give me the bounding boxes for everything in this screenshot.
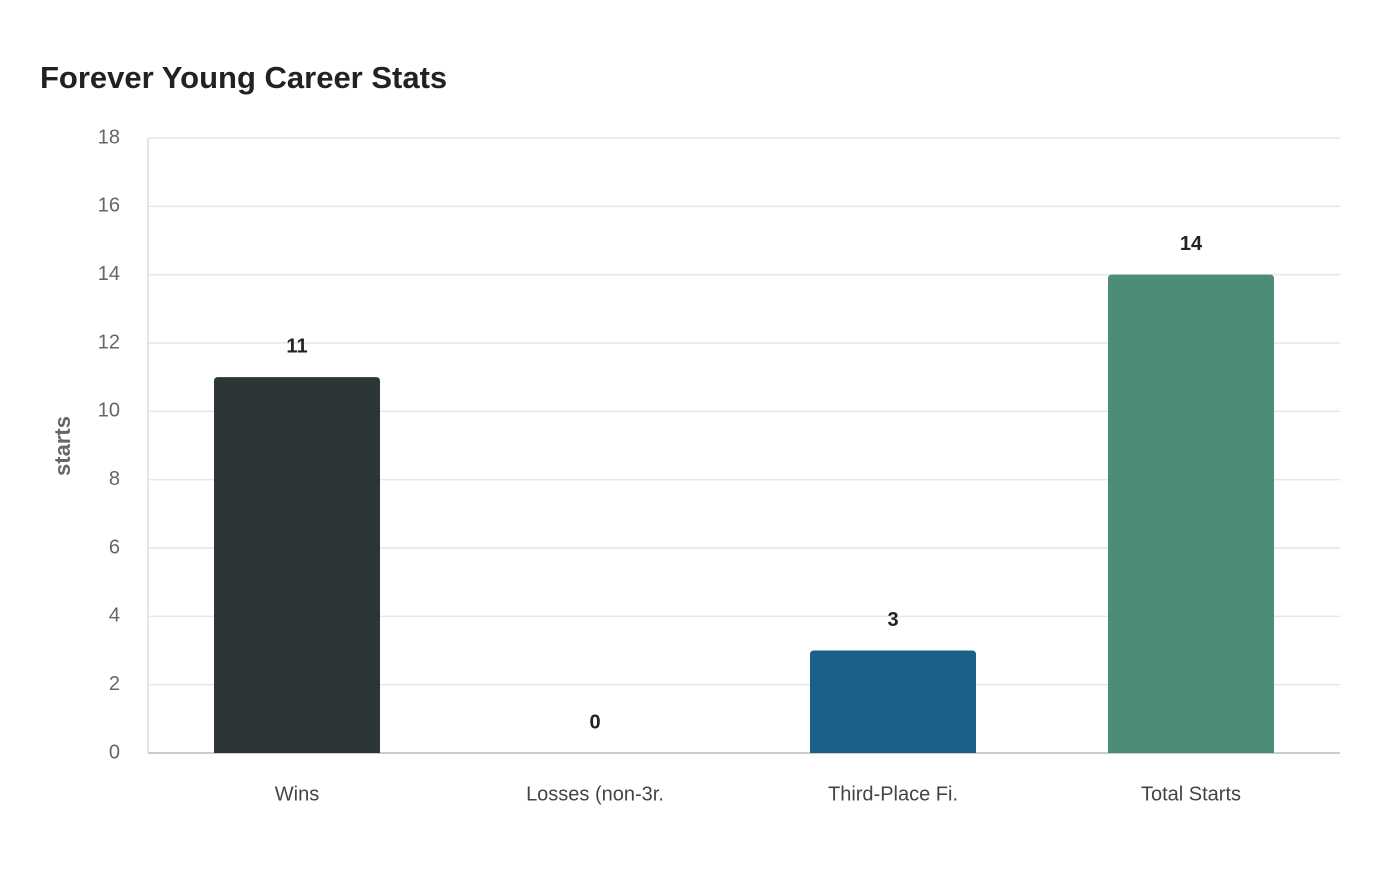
bar (214, 377, 380, 753)
y-tick-label: 18 (98, 126, 120, 148)
y-tick-label: 2 (109, 673, 120, 695)
value-label: 14 (1180, 233, 1203, 255)
value-label: 11 (286, 335, 307, 357)
chart-title: Forever Young Career Stats (40, 60, 447, 95)
y-tick-label: 14 (98, 263, 120, 285)
x-tick-label: Third-Place Fi. (828, 783, 958, 805)
y-tick-label: 6 (109, 536, 120, 558)
y-tick-label: 12 (98, 331, 120, 353)
y-tick-label: 0 (109, 741, 120, 763)
value-label: 3 (887, 609, 898, 631)
y-tick-label: 10 (98, 400, 120, 422)
bar (1108, 274, 1274, 753)
x-tick-label: Total Starts (1141, 783, 1241, 805)
x-tick-label: Wins (275, 783, 319, 805)
y-tick-label: 8 (109, 468, 120, 490)
value-label: 0 (589, 711, 600, 733)
y-axis-label: starts (50, 416, 75, 476)
bar (810, 650, 976, 753)
y-tick-label: 4 (109, 605, 120, 627)
x-tick-label: Losses (non-3r. (526, 783, 664, 805)
y-tick-label: 16 (98, 195, 120, 217)
